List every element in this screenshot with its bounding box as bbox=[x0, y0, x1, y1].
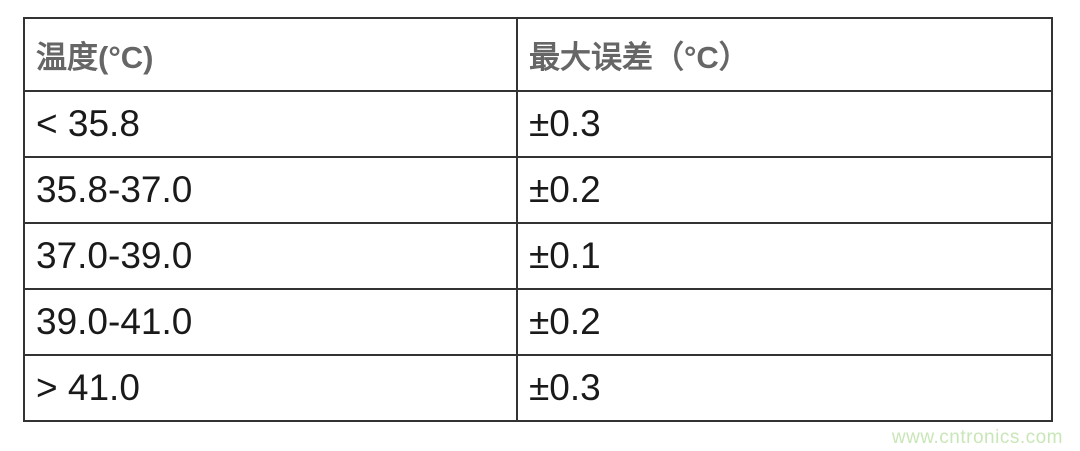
cell-temperature-range: 39.0-41.0 bbox=[23, 288, 518, 356]
watermark: www.cntronics.com bbox=[891, 427, 1063, 448]
cell-temperature-range: > 41.0 bbox=[23, 354, 518, 422]
cell-max-error: ±0.3 bbox=[516, 90, 1053, 158]
table-row: < 35.8 ±0.3 bbox=[23, 90, 1053, 158]
table-header-row: 温度(°C) 最大误差（°C） bbox=[23, 17, 1053, 92]
cell-max-error: ±0.2 bbox=[516, 288, 1053, 356]
temperature-error-table: 温度(°C) 最大误差（°C） < 35.8 ±0.3 35.8-37.0 ±0… bbox=[23, 17, 1053, 422]
table-row: 35.8-37.0 ±0.2 bbox=[23, 156, 1053, 224]
cell-temperature-range: 37.0-39.0 bbox=[23, 222, 518, 290]
table-row: 39.0-41.0 ±0.2 bbox=[23, 288, 1053, 356]
cell-temperature-range: < 35.8 bbox=[23, 90, 518, 158]
header-cell-temperature: 温度(°C) bbox=[23, 17, 518, 92]
cell-max-error: ±0.1 bbox=[516, 222, 1053, 290]
cell-max-error: ±0.2 bbox=[516, 156, 1053, 224]
cell-temperature-range: 35.8-37.0 bbox=[23, 156, 518, 224]
header-cell-max-error: 最大误差（°C） bbox=[516, 17, 1053, 92]
table-row: > 41.0 ±0.3 bbox=[23, 354, 1053, 422]
cell-max-error: ±0.3 bbox=[516, 354, 1053, 422]
table-row: 37.0-39.0 ±0.1 bbox=[23, 222, 1053, 290]
